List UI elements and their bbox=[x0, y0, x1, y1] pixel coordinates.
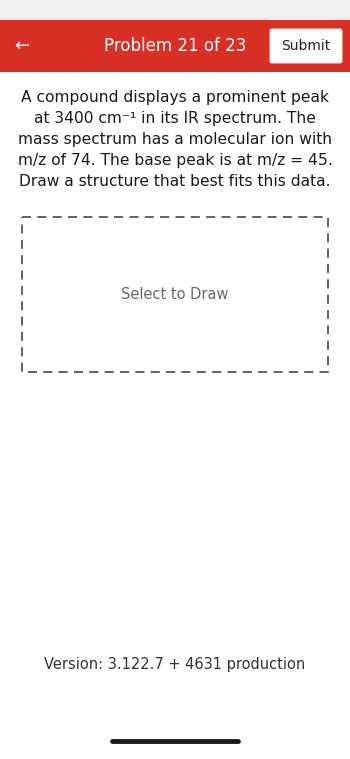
Text: Submit: Submit bbox=[281, 39, 331, 53]
Text: mass spectrum has a molecular ion with: mass spectrum has a molecular ion with bbox=[18, 132, 332, 147]
FancyBboxPatch shape bbox=[270, 29, 342, 63]
Bar bbox=[0, 0, 350, 20]
Text: at 3400 cm⁻¹ in its IR spectrum. The: at 3400 cm⁻¹ in its IR spectrum. The bbox=[34, 111, 316, 126]
Text: ←: ← bbox=[14, 37, 29, 55]
Text: Select to Draw: Select to Draw bbox=[121, 287, 229, 302]
Text: m/z of 74. The base peak is at m/z = 45.: m/z of 74. The base peak is at m/z = 45. bbox=[18, 153, 332, 168]
Text: Problem 21 of 23: Problem 21 of 23 bbox=[104, 37, 246, 55]
Bar bbox=[0, 20, 350, 72]
Text: A compound displays a prominent peak: A compound displays a prominent peak bbox=[21, 90, 329, 105]
Bar bbox=[22, 217, 328, 372]
Text: Draw a structure that best fits this data.: Draw a structure that best fits this dat… bbox=[19, 174, 331, 189]
Text: Version: 3.122.7 + 4631 production: Version: 3.122.7 + 4631 production bbox=[44, 657, 306, 672]
